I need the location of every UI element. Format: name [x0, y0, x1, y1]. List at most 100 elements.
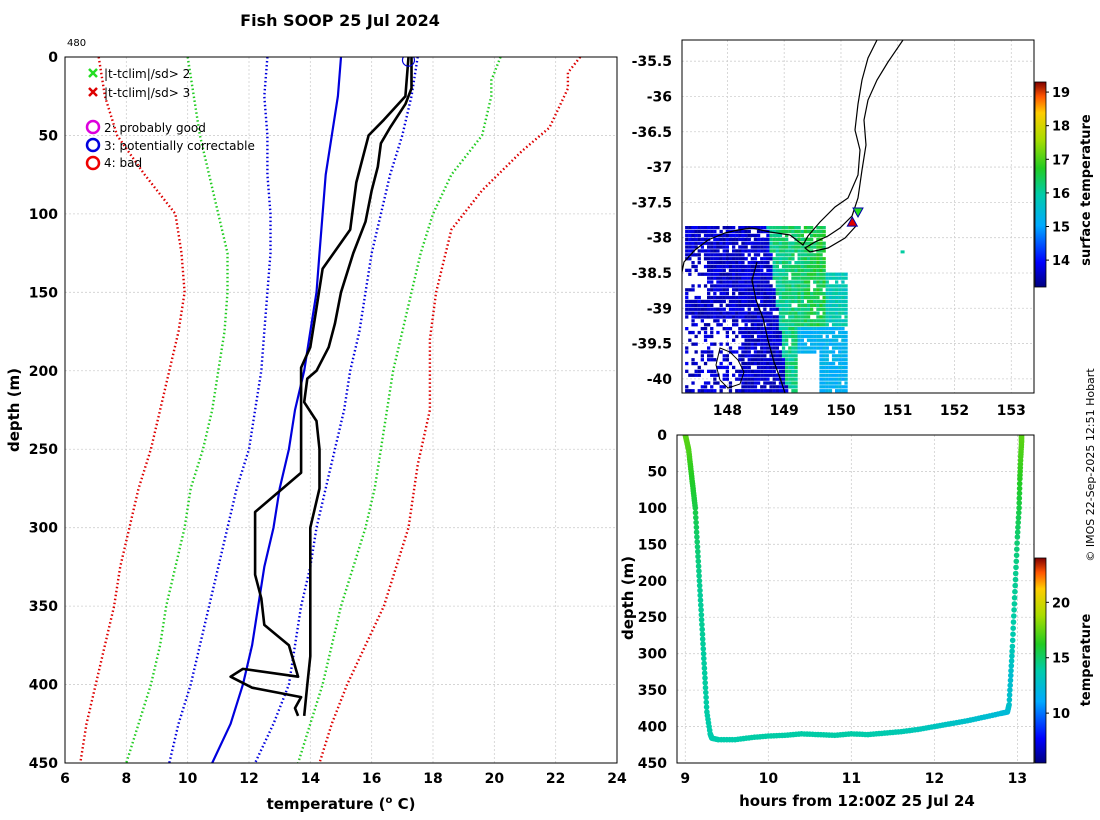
sst-pixel	[813, 233, 817, 238]
sst-pixel	[766, 389, 770, 393]
map-axes-box	[681, 39, 1035, 394]
sst-pixel	[694, 342, 698, 346]
sst-pixel	[791, 241, 795, 245]
sst-pixel	[750, 257, 754, 261]
sst-pixel	[763, 280, 767, 284]
sst-pixel	[744, 299, 748, 304]
sst-pixel	[763, 284, 767, 288]
sst-pixel	[810, 233, 814, 238]
sst-pixel	[703, 350, 708, 354]
map-ytick-label: -36	[647, 89, 672, 105]
sst-pixel	[756, 358, 761, 362]
sst-pixel	[806, 272, 811, 276]
map-colorbar-tick-label: 17	[1052, 153, 1070, 168]
sst-pixel	[791, 373, 795, 377]
sst-pixel	[694, 237, 698, 241]
legend-label-sd2: |t-tclim|/sd> 2	[104, 67, 190, 81]
sst-pixel	[819, 330, 823, 335]
sst-pixel	[841, 350, 845, 354]
profile-ytick-label: 200	[29, 364, 58, 380]
sst-pixel	[785, 377, 789, 381]
sst-pixel	[732, 264, 736, 269]
sst-pixel	[788, 284, 792, 288]
sst-pixel	[710, 389, 714, 393]
sst-pixel	[772, 358, 776, 362]
sst-pixel	[810, 276, 814, 280]
sst-pixel	[819, 226, 823, 230]
sst-pixel	[760, 361, 764, 366]
profile-series-line	[296, 57, 502, 763]
profile-ytick-label: 450	[29, 756, 58, 772]
sst-pixel	[766, 350, 770, 354]
sst-pixel	[800, 272, 804, 276]
sst-pixel	[822, 385, 826, 389]
sst-pixel	[703, 237, 708, 241]
sst-pixel	[707, 389, 711, 393]
legend-entry-probably-good: 2: probably good	[85, 119, 206, 135]
sst-pixel	[735, 264, 739, 269]
sst-pixel	[707, 358, 711, 362]
sst-pixel	[725, 276, 729, 280]
sst-pixel	[760, 385, 764, 389]
sst-pixel	[794, 264, 798, 269]
sst-pixel	[806, 330, 811, 335]
sst-pixel	[753, 253, 758, 257]
sst-pixel	[741, 261, 745, 265]
sst-pixel	[716, 264, 720, 269]
sst-pixel	[728, 276, 733, 280]
sst-pixel	[772, 330, 776, 335]
legend-entry-sd2: |t-tclim|/sd> 2	[88, 67, 190, 81]
sst-pixel	[719, 303, 723, 307]
sst-pixel	[735, 377, 739, 381]
sst-pixel	[791, 276, 795, 280]
sst-pixel	[750, 361, 754, 366]
sst-pixel	[722, 377, 726, 381]
sst-pixel	[772, 276, 776, 280]
sst-pixel	[735, 268, 739, 272]
sst-pixel	[760, 354, 764, 358]
sst-pixel	[794, 369, 798, 373]
sst-pixel	[831, 334, 836, 339]
sst-pixel	[800, 338, 804, 342]
sst-pixel	[831, 303, 836, 307]
sst-pixel	[794, 350, 798, 354]
sst-pixel	[688, 257, 692, 261]
sst-pixel	[841, 323, 845, 327]
sst-pixel	[710, 327, 714, 331]
sst-pixel	[747, 338, 751, 342]
sst-pixel	[772, 319, 776, 323]
sst-pixel	[785, 358, 789, 362]
sst-pixel	[700, 311, 704, 315]
sst-pixel	[691, 315, 695, 319]
sst-pixel	[785, 245, 789, 249]
sst-pixel	[697, 299, 701, 304]
sst-pixel	[766, 241, 770, 245]
section-track-point	[1008, 667, 1014, 674]
sst-pixel	[825, 342, 829, 346]
sst-pixel	[785, 338, 789, 342]
sst-pixel	[835, 358, 839, 362]
sst-pixel	[728, 389, 733, 393]
sst-pixel	[810, 226, 814, 230]
sst-pixel	[728, 272, 733, 276]
sst-pixel	[741, 229, 745, 234]
sst-pixel	[794, 245, 798, 249]
sst-pixel	[841, 303, 845, 307]
sst-pixel	[841, 354, 845, 358]
section-track-point	[697, 592, 703, 599]
sst-pixel	[806, 268, 811, 272]
sst-pixel	[781, 354, 786, 358]
section-track-point	[703, 694, 709, 701]
sst-pixel	[785, 268, 789, 272]
sst-pixel	[703, 385, 708, 389]
sst-pixel	[747, 381, 751, 385]
sst-pixel	[810, 338, 814, 342]
sst-pixel	[772, 389, 776, 393]
sst-pixel	[831, 350, 836, 354]
sst-pixel	[778, 226, 783, 230]
sst-pixel	[803, 311, 808, 315]
sst-pixel	[741, 330, 745, 335]
sst-pixel	[791, 311, 795, 315]
sst-pixel	[819, 346, 823, 350]
